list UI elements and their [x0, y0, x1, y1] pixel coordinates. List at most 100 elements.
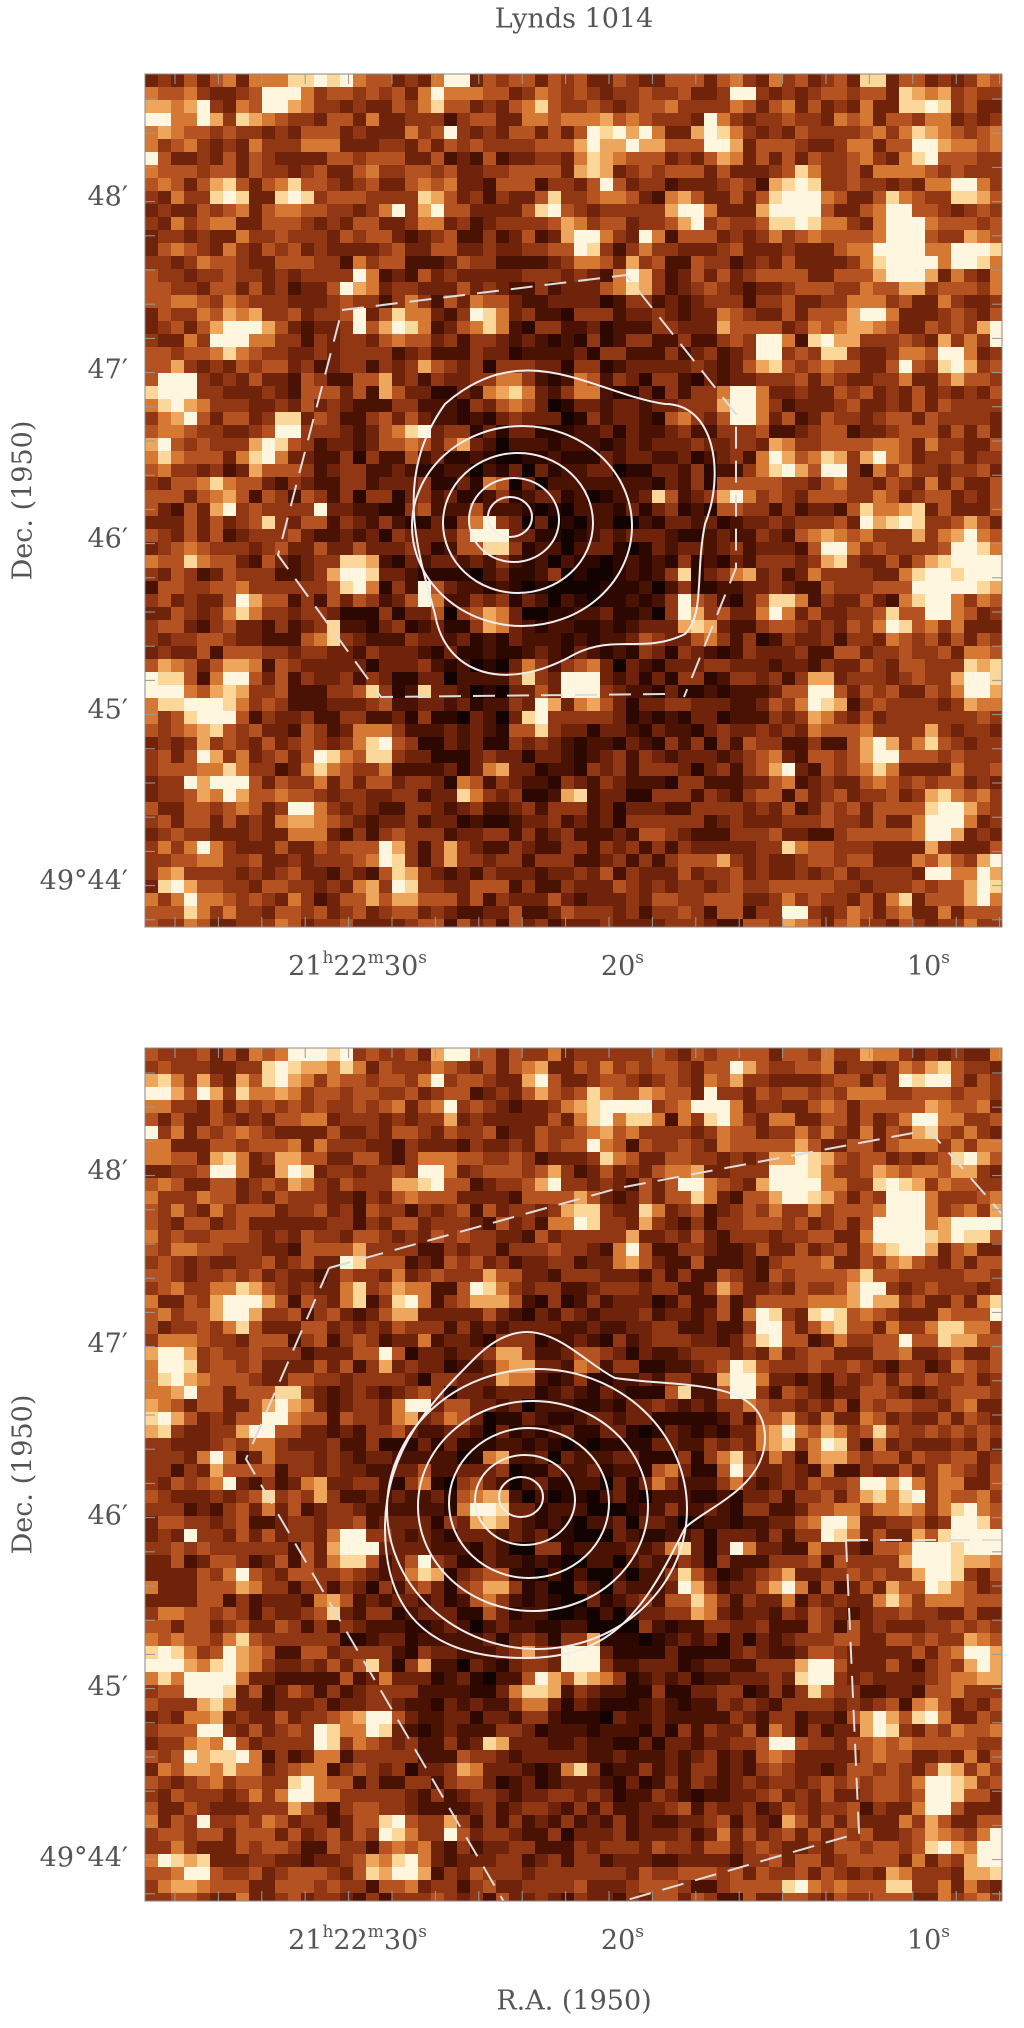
pixel [379, 360, 392, 373]
pixel [977, 685, 990, 698]
pixel [899, 425, 912, 438]
pixel [262, 1087, 275, 1100]
pixel [444, 100, 457, 113]
pixel [197, 477, 210, 490]
pixel [717, 438, 730, 451]
pixel [457, 191, 470, 204]
pixel [392, 724, 405, 737]
pixel [561, 594, 574, 607]
pixel [301, 776, 314, 789]
pixel [769, 1074, 782, 1087]
pixel [691, 126, 704, 139]
pixel [379, 256, 392, 269]
pixel [886, 256, 899, 269]
pixel [314, 373, 327, 386]
pixel [652, 1100, 665, 1113]
pixel [626, 360, 639, 373]
pixel [548, 1048, 561, 1061]
pixel [626, 139, 639, 152]
contour [487, 496, 533, 538]
pixel [353, 763, 366, 776]
pixel [990, 451, 1002, 464]
pixel [301, 477, 314, 490]
pixel [379, 1048, 392, 1061]
pixel [509, 789, 522, 802]
pixel [509, 542, 522, 555]
pixel [964, 568, 977, 581]
pixel [249, 672, 262, 685]
pixel [600, 451, 613, 464]
pixel [899, 607, 912, 620]
pixel [717, 308, 730, 321]
pixel [249, 737, 262, 750]
pixel [808, 620, 821, 633]
pixel [301, 711, 314, 724]
pixel [366, 659, 379, 672]
pixel [327, 1139, 340, 1152]
pixel [457, 1100, 470, 1113]
pixel [301, 1139, 314, 1152]
pixel [262, 386, 275, 399]
pixel [405, 672, 418, 685]
pixel [496, 282, 509, 295]
pixel [210, 763, 223, 776]
pixel [184, 698, 197, 711]
pixel [366, 750, 379, 763]
pixel [340, 776, 353, 789]
pixel [457, 178, 470, 191]
pixel [990, 152, 1002, 165]
pixel [886, 724, 899, 737]
pixel [899, 490, 912, 503]
pixel [743, 477, 756, 490]
pixel [665, 698, 678, 711]
pixel [418, 763, 431, 776]
pixel [782, 815, 795, 828]
pixel [600, 282, 613, 295]
pixel [626, 919, 639, 927]
pixel [899, 1126, 912, 1139]
pixel [912, 854, 925, 867]
pixel [782, 334, 795, 347]
pixel [444, 425, 457, 438]
pixel [990, 581, 1002, 594]
pixel [496, 646, 509, 659]
pixel [392, 113, 405, 126]
pixel [171, 763, 184, 776]
pixel [652, 503, 665, 516]
pixel [925, 828, 938, 841]
pixel [496, 854, 509, 867]
pixel [795, 607, 808, 620]
pixel [639, 87, 652, 100]
pixel [236, 334, 249, 347]
pixel [912, 490, 925, 503]
pixel [886, 412, 899, 425]
pixel [678, 308, 691, 321]
pixel [158, 841, 171, 854]
pixel [327, 1113, 340, 1126]
pixel [249, 230, 262, 243]
pixel [847, 334, 860, 347]
pixel [223, 1048, 236, 1061]
pixel [301, 269, 314, 282]
pixel [184, 412, 197, 425]
pixel [600, 204, 613, 217]
pixel [444, 347, 457, 360]
pixel [769, 646, 782, 659]
pixel [301, 165, 314, 178]
pixel [275, 1048, 288, 1061]
pixel [379, 204, 392, 217]
pixel [574, 763, 587, 776]
pixel [769, 737, 782, 750]
pixel [951, 464, 964, 477]
pixel [405, 386, 418, 399]
pixel [145, 542, 158, 555]
pixel [353, 256, 366, 269]
pixel [977, 87, 990, 100]
pixel [743, 672, 756, 685]
pixel [522, 659, 535, 672]
pixel [509, 412, 522, 425]
pixel [977, 581, 990, 594]
pixel [457, 269, 470, 282]
pixel [249, 139, 262, 152]
y-tick-label: 49°44′ [40, 866, 128, 897]
